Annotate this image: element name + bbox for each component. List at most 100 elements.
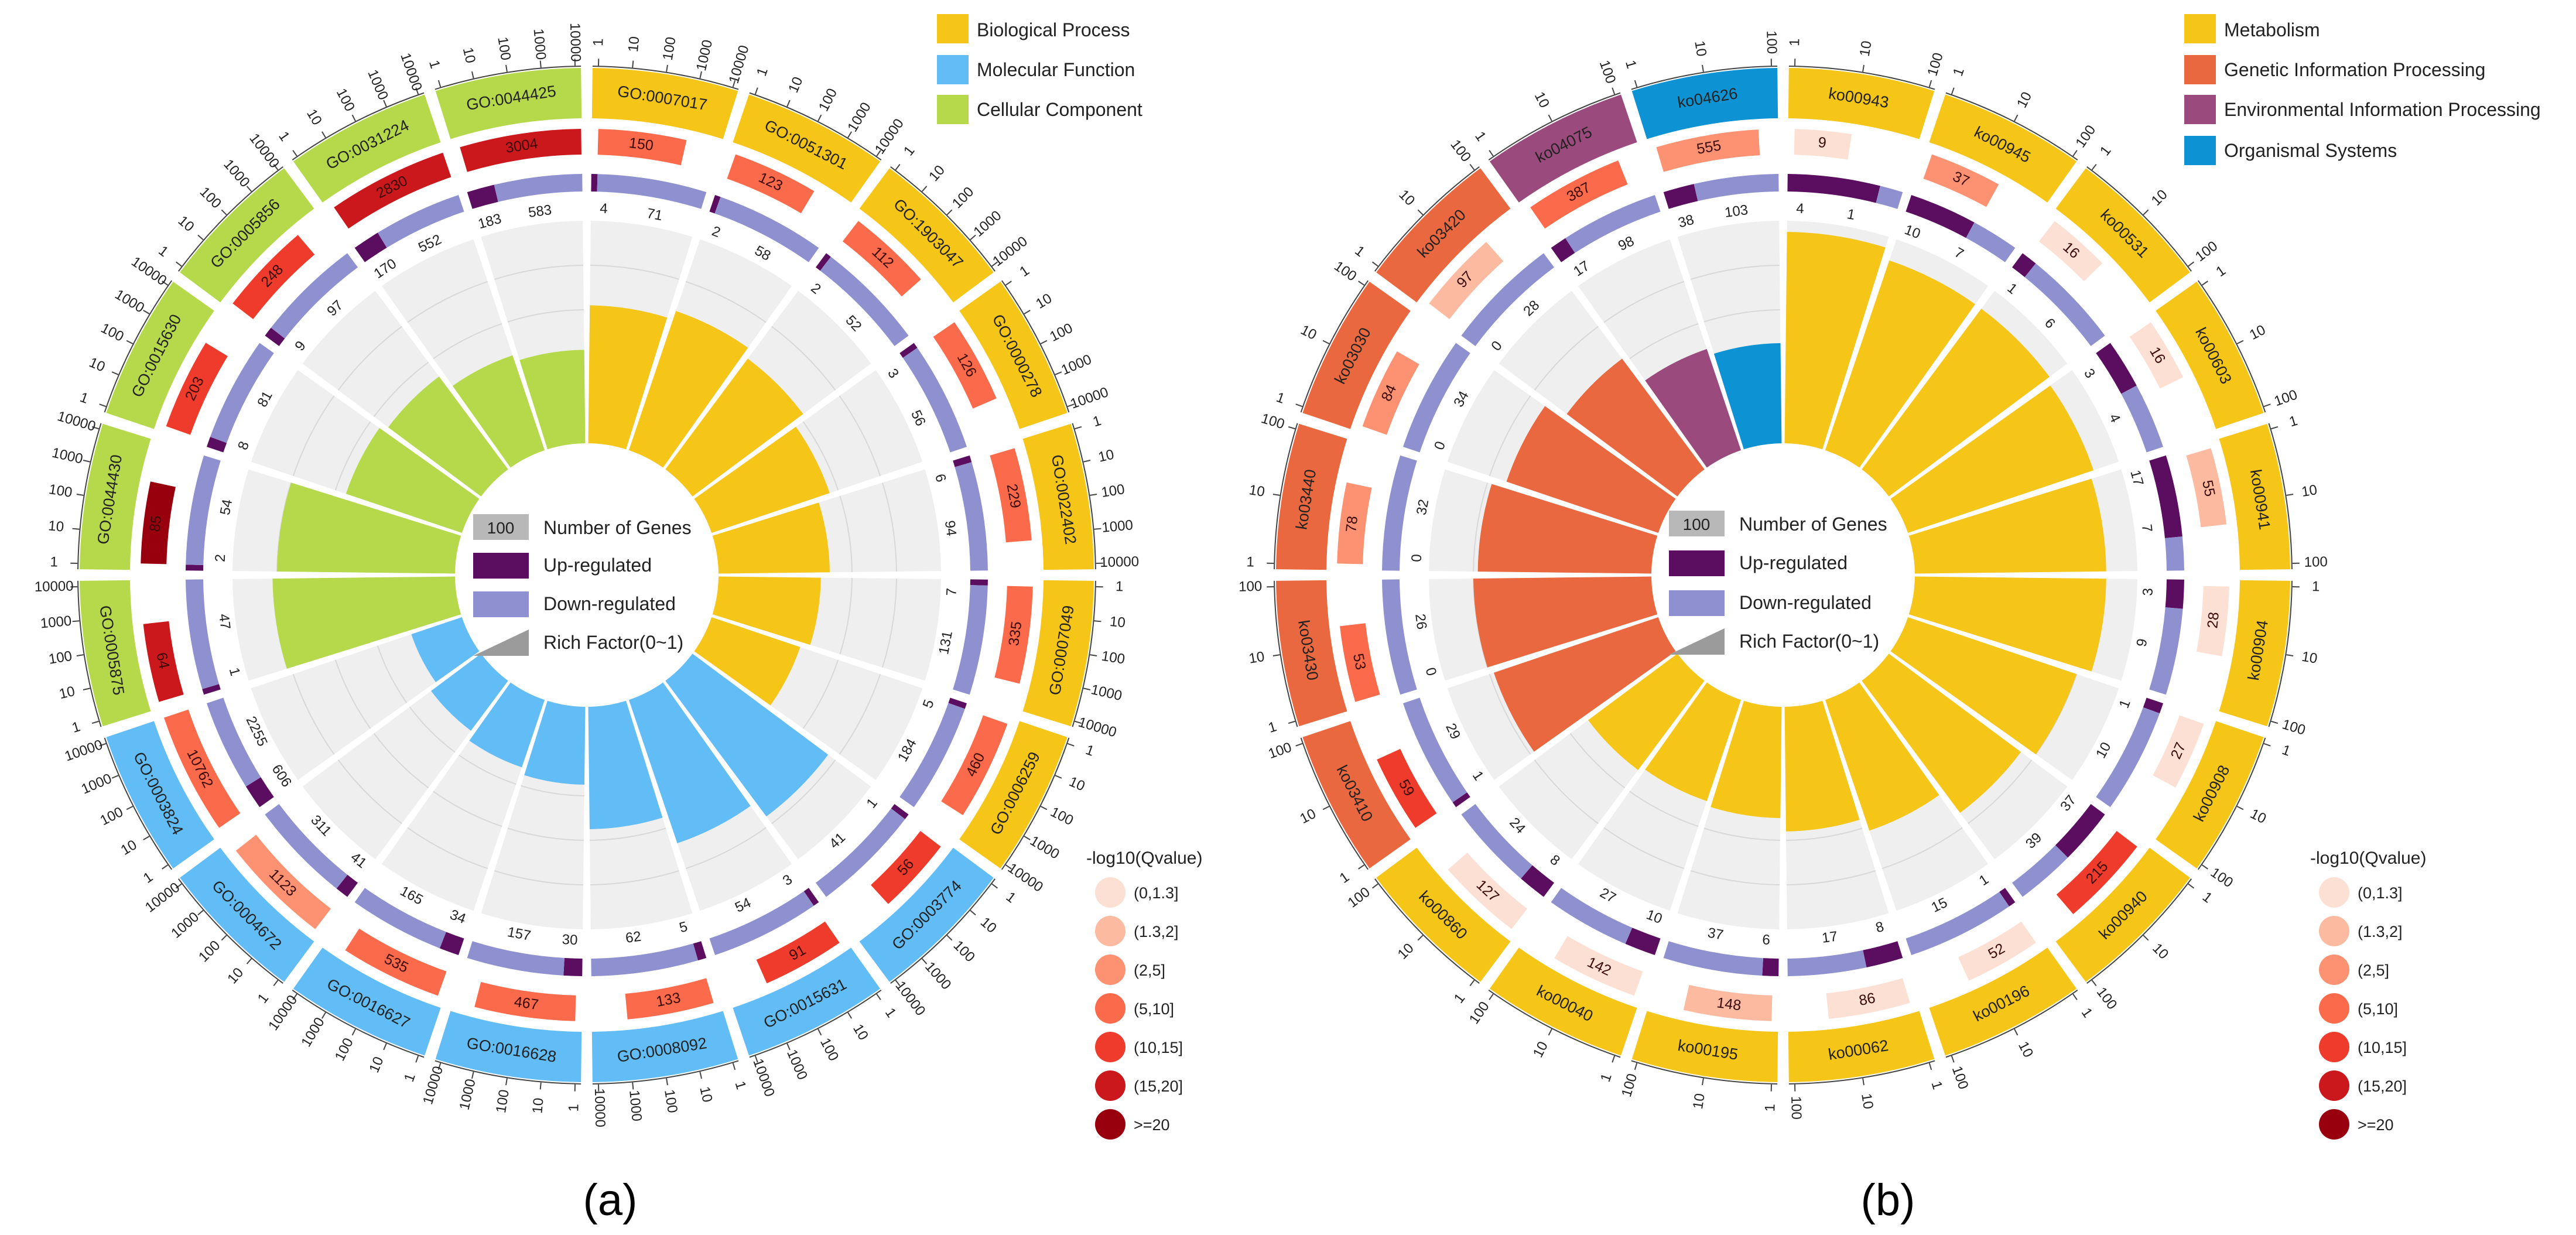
term-qvalue-bar [871,830,941,904]
scale-tick-label: 100 [1788,1096,1804,1120]
panel-label-b: (b) [1861,1175,1915,1225]
scale-tick-label: 100 [816,86,840,114]
scale-tick-label: 10 [2300,482,2318,500]
legend-rich-label: Rich Factor(0~1) [543,632,683,653]
legend-count-sample: 100 [487,519,515,537]
scale-tick [699,71,702,78]
term-qvalue-bar [990,448,1032,543]
scale-tick-label: 10 [1248,649,1266,667]
scale-tick [1322,806,1330,810]
term-rich-factor-bar [1784,232,1886,450]
term-up-count: 0 [1431,439,1449,452]
term-category-segment [2156,281,2264,429]
term-down-count: 10 [2093,740,2115,761]
grid-arc [507,827,584,841]
scale-tick [351,114,356,122]
term-gene-count: 86 [1857,990,1877,1009]
scale-tick-label: 10 [2014,90,2035,111]
scale-tick-label: 100 [98,804,126,829]
term-rich-factor-bar [1908,478,2106,574]
term-down-regulated-bar [1966,222,2016,262]
term-down-count: 29 [1442,721,1463,742]
scale-tick-label: 100 [1619,1072,1640,1099]
scale-tick [471,1072,474,1079]
term-category-segment [859,168,994,303]
scale-tick [1417,209,1424,215]
scale-tick-label: 100 [1345,884,1373,911]
legend-label-organismal: Organismal Systems [2224,140,2397,161]
legend-down-label: Down-regulated [543,593,676,614]
legend-swatch-genetic [2184,55,2216,84]
term-category-segment [1376,168,1511,303]
term-rich-factor-bar [345,427,480,533]
scale-tick [83,687,90,690]
scale-tick-label: 10000 [1068,384,1110,412]
term-down-count: 54 [217,498,235,516]
scale-tick-label: 10 [926,162,948,184]
scale-tick-label: 100 [1100,481,1126,501]
scale-tick-label: 1 [1928,1079,1945,1092]
scale-tick [1862,1078,1865,1086]
term-qvalue-bar [1362,351,1419,435]
scale-tick-label: 1000 [298,1015,328,1050]
scale-tick [1067,743,1075,747]
scale-tick [1075,720,1082,724]
term-qvalue-bar [727,154,815,214]
scale-tick-label: 100 [1266,740,1294,762]
qvalue-label: (2,5] [1134,962,1165,979]
scale-tick-label: 100 [1048,804,1076,829]
scale-tick [1295,403,1303,408]
term-category-segment [1489,94,1637,203]
term-up-regulated-bar [1787,174,1880,203]
scale-tick [876,993,881,1000]
term-up-count: 5 [920,697,938,710]
term-category-segment [591,68,738,139]
scale-tick [1005,864,1012,870]
grid-arc [507,309,584,323]
term-rich-factor-bar [1588,654,1705,770]
term-up-count: 2 [710,223,723,241]
scale-tick [2236,340,2244,344]
scale-tick [539,1082,542,1090]
scale-tick-label: 1 [2078,1005,2096,1020]
term-rich-factor-bar [277,483,461,574]
scale-tick [1548,114,1552,122]
qvalue-label: (10,15] [1134,1039,1183,1056]
term-category-segment [1376,847,1511,982]
panel-label-a: (a) [583,1175,638,1225]
scale-tick-label: 10 [2301,649,2319,667]
scale-tick-label: 1 [255,991,272,1007]
scale-tick-label: 100 [2272,387,2300,410]
term-up-regulated-bar [1863,941,1903,968]
legend-down-swatch [473,591,529,617]
scale-tick [2201,864,2208,870]
qvalue-dot [1095,877,1125,908]
scale-tick [221,209,227,215]
term-qvalue-bar [941,715,1008,816]
term-down-regulated-bar [953,585,988,695]
term-rich-factor-bar [1825,260,1976,468]
scale-tick [1090,494,1097,496]
legend-swatch-environmental [2184,95,2216,124]
scale-tick [143,309,150,314]
term-down-count: 1 [1846,206,1856,223]
scale-tick-label: 1 [1267,719,1279,736]
term-category-segment [733,94,881,203]
scale-tick-label: 1 [1950,66,1968,78]
term-down-count: 28 [1520,297,1542,320]
qvalue-label: (15,20] [1134,1077,1183,1095]
term-rich-factor-bar [665,654,829,817]
term-up-regulated-bar [336,874,358,897]
scale-tick-label: 100 [949,184,977,211]
scale-tick-label: 1 [1003,889,1019,906]
scale-tick-label: 1 [1762,1104,1778,1112]
term-qvalue-bar [1377,748,1437,828]
category-legend-b: Metabolism Genetic Information Processin… [2184,14,2541,165]
term-up-regulated-bar [202,684,221,695]
term-qvalue-bar [474,981,576,1021]
scale-tick [754,87,758,95]
term-category-segment [2055,168,2190,303]
scale-tick [786,1043,791,1051]
scale-tick-label: 1 [2213,262,2228,280]
term-rich-factor-bar [411,617,480,682]
